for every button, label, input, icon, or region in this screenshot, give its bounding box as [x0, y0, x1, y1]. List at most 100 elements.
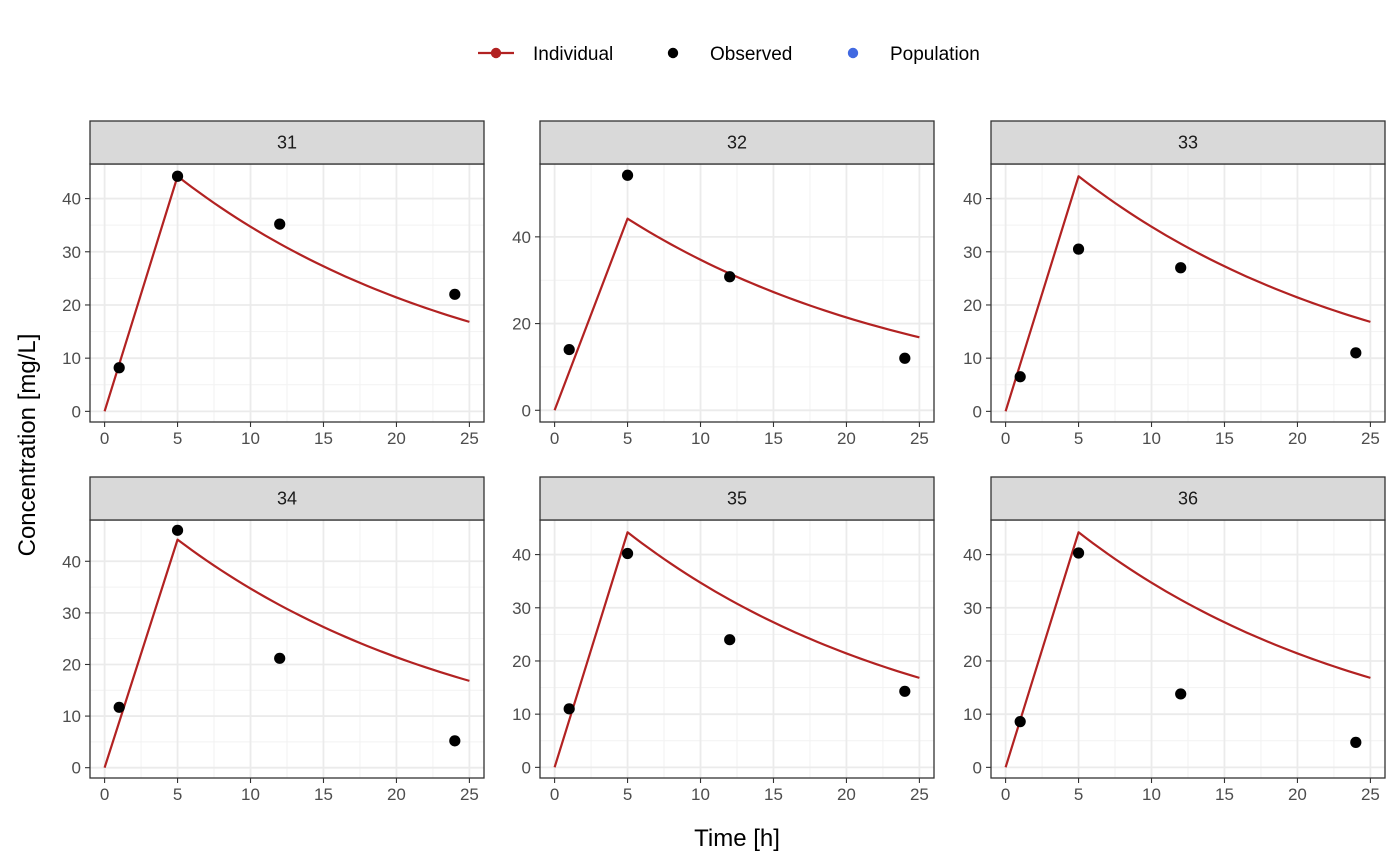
legend-label: Individual — [533, 44, 613, 65]
x-tick-label: 20 — [1288, 785, 1307, 804]
y-tick-label: 40 — [963, 546, 982, 565]
panel-33: 33 0 5 10 15 20 25 0 10 20 30 40 — [963, 120, 1386, 448]
y-tick-label: 20 — [62, 296, 81, 315]
x-tick-label: 20 — [387, 429, 406, 448]
y-tick-label: 30 — [512, 599, 531, 618]
facet-strip — [539, 476, 935, 521]
individual-fit-line — [1004, 175, 1371, 412]
x-tick-label: 10 — [691, 785, 710, 804]
x-tick-label: 20 — [837, 429, 856, 448]
y-tick-label: 0 — [973, 758, 982, 777]
panel-35: 35 0 5 10 15 20 25 0 10 20 30 40 — [512, 476, 935, 804]
observed-point — [171, 170, 184, 182]
panel-31: 31 0 5 10 15 20 25 0 10 20 30 40 — [62, 120, 485, 448]
y-tick-label: 20 — [963, 652, 982, 671]
x-tick-label: 20 — [837, 785, 856, 804]
facet-strip-label: 34 — [277, 489, 297, 509]
facet-strip — [990, 120, 1386, 165]
observed-point — [563, 703, 575, 715]
observed-point — [1175, 688, 1187, 700]
y-tick-label: 0 — [522, 758, 531, 777]
x-tick-label: 10 — [691, 429, 710, 448]
observed-point — [1072, 547, 1085, 559]
y-tick-label: 10 — [512, 705, 531, 724]
y-tick-label: 10 — [62, 349, 81, 368]
observed-point — [1350, 347, 1362, 359]
x-tick-label: 0 — [550, 429, 559, 448]
facet-strip-label: 31 — [277, 133, 297, 153]
individual-fit-line — [103, 175, 470, 412]
x-tick-label: 5 — [173, 785, 182, 804]
x-tick-label: 0 — [550, 785, 559, 804]
legend-key-point — [490, 47, 502, 59]
x-tick-label: 0 — [1001, 785, 1010, 804]
y-tick-label: 0 — [973, 402, 982, 421]
x-tick-label: 0 — [100, 785, 109, 804]
observed-point — [449, 288, 461, 300]
x-tick-label: 0 — [100, 429, 109, 448]
x-tick-label: 10 — [241, 785, 260, 804]
observed-point — [724, 634, 736, 646]
y-tick-label: 20 — [62, 655, 81, 674]
x-tick-label: 15 — [314, 785, 333, 804]
x-tick-label: 5 — [623, 785, 632, 804]
legend-label: Observed — [710, 44, 792, 65]
x-tick-label: 20 — [1288, 429, 1307, 448]
y-axis-title: Concentration [mg/L] — [14, 334, 41, 557]
observed-point — [449, 735, 461, 747]
observed-point — [274, 652, 286, 664]
x-tick-label: 25 — [1361, 785, 1380, 804]
observed-point — [1072, 243, 1085, 255]
panel-36: 36 0 5 10 15 20 25 0 10 20 30 40 — [963, 476, 1386, 804]
facet-strip — [539, 120, 935, 165]
individual-fit-line — [553, 531, 920, 768]
panel-32: 32 0 5 10 15 20 25 0 20 40 — [512, 120, 935, 448]
y-tick-label: 40 — [512, 546, 531, 565]
observed-point — [113, 701, 125, 713]
x-tick-label: 10 — [1142, 429, 1161, 448]
x-tick-label: 0 — [1001, 429, 1010, 448]
y-tick-label: 20 — [512, 652, 531, 671]
y-tick-label: 40 — [963, 190, 982, 209]
observed-point — [899, 685, 911, 697]
legend-key-point — [667, 47, 679, 59]
x-tick-label: 15 — [1215, 429, 1234, 448]
x-tick-label: 5 — [623, 429, 632, 448]
y-tick-label: 0 — [522, 401, 531, 420]
y-tick-label: 30 — [963, 243, 982, 262]
observed-point — [563, 343, 575, 356]
facet-strip — [990, 476, 1386, 521]
x-tick-label: 5 — [1074, 785, 1083, 804]
x-tick-label: 25 — [460, 785, 479, 804]
facet-strip-label: 35 — [727, 489, 747, 509]
y-tick-label: 30 — [963, 599, 982, 618]
x-tick-label: 25 — [910, 429, 929, 448]
observed-point — [621, 547, 634, 560]
y-tick-label: 10 — [963, 705, 982, 724]
panel-34: 34 0 5 10 15 20 25 0 10 20 30 40 — [62, 476, 485, 804]
y-tick-label: 40 — [62, 190, 81, 209]
y-tick-label: 0 — [72, 402, 81, 421]
y-tick-label: 10 — [963, 349, 982, 368]
y-tick-label: 30 — [62, 604, 81, 623]
legend-label: Population — [890, 44, 980, 65]
observed-point — [113, 362, 125, 374]
x-tick-label: 5 — [173, 429, 182, 448]
observed-point — [1350, 736, 1362, 748]
y-tick-label: 40 — [512, 228, 531, 247]
observed-point — [171, 524, 184, 536]
observed-point — [1014, 716, 1026, 728]
x-tick-label: 10 — [1142, 785, 1161, 804]
x-tick-label: 25 — [1361, 429, 1380, 448]
observed-point — [1175, 262, 1187, 274]
y-tick-label: 40 — [62, 552, 81, 571]
x-tick-label: 25 — [910, 785, 929, 804]
x-tick-label: 10 — [241, 429, 260, 448]
observed-point — [899, 352, 911, 364]
y-tick-label: 20 — [512, 315, 531, 334]
individual-fit-line — [553, 217, 920, 411]
x-tick-label: 15 — [1215, 785, 1234, 804]
x-tick-label: 25 — [460, 429, 479, 448]
